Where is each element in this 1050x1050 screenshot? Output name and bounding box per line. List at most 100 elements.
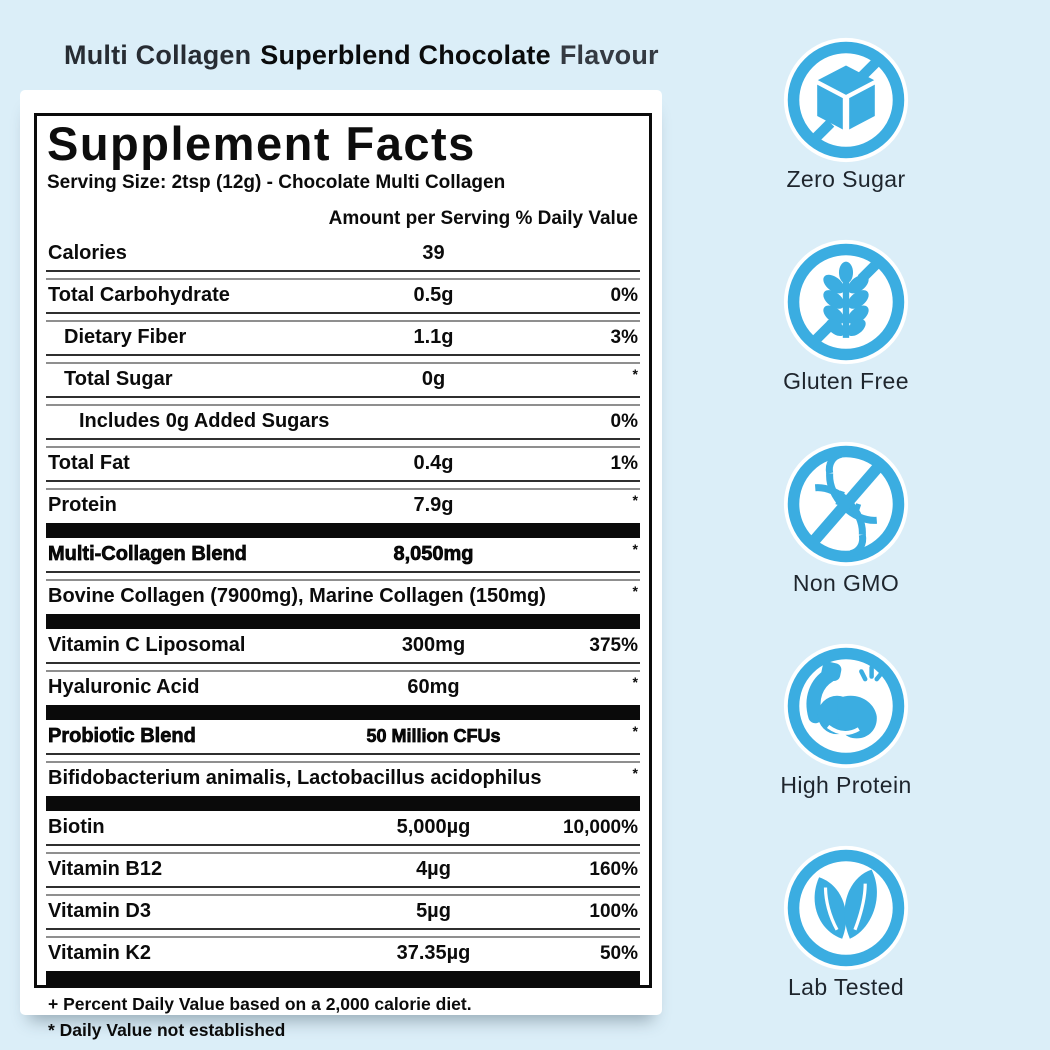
row-amount: 60mg — [407, 676, 460, 699]
badge-label: Gluten Free — [783, 368, 909, 394]
row-separator — [46, 269, 640, 280]
row-amount: 39 — [422, 242, 445, 265]
title-product-variant: Superblend Chocolate — [260, 40, 551, 70]
row-separator — [46, 395, 640, 406]
badge-zero-sugar: Zero Sugar — [782, 36, 910, 238]
row-amount: 5,000µg — [396, 816, 471, 839]
row-daily-value: 0% — [610, 410, 638, 432]
badge-non-gmo: Non GMO — [782, 440, 910, 642]
row-separator — [46, 661, 640, 672]
row-separator — [46, 353, 640, 364]
row-daily-value: 50% — [599, 942, 638, 964]
table-row: Bifidobacterium animalis, Lactobacillus … — [46, 764, 640, 794]
row-label: Biotin — [48, 816, 105, 839]
row-label: Calories — [48, 242, 127, 265]
badge-column: Zero Sugar — [757, 36, 935, 1046]
badge-label: High Protein — [780, 772, 912, 798]
row-label: Vitamin D3 — [48, 900, 151, 923]
row-amount: 300mg — [401, 634, 466, 657]
row-separator — [46, 311, 640, 322]
row-label: Dietary Fiber — [64, 326, 187, 349]
badge-high-protein: High Protein — [780, 642, 911, 844]
table-row: Vitamin D3 5µg 100% — [46, 897, 640, 927]
row-daily-value: 160% — [589, 858, 638, 880]
row-daily-value: 3% — [610, 326, 638, 348]
row-daily-value: * — [632, 365, 638, 382]
table-row: Includes 0g Added Sugars 0% — [46, 407, 640, 437]
row-amount: 50 Million CFUs — [366, 726, 501, 747]
row-daily-value: * — [632, 673, 638, 690]
no-sugar-icon — [783, 37, 909, 163]
badge-lab-tested: Lab Tested — [782, 844, 910, 1046]
row-separator — [46, 570, 640, 581]
table-row: Vitamin K2 37.35µg 50% — [46, 939, 640, 969]
section-bar — [46, 522, 640, 538]
row-label: Vitamin B12 — [48, 858, 163, 881]
table-row: Total Sugar 0g * — [46, 365, 640, 395]
row-amount: 0.4g — [413, 452, 454, 475]
row-daily-value: 100% — [589, 900, 638, 922]
row-daily-value: 0% — [610, 284, 638, 306]
table-row: Dietary Fiber 1.1g 3% — [46, 323, 640, 353]
table-row: Vitamin C Liposomal 300mg 375% — [46, 631, 640, 661]
row-label: Vitamin C Liposomal — [48, 634, 246, 657]
row-label: Includes 0g Added Sugars — [79, 410, 330, 433]
row-separator — [46, 437, 640, 448]
section-bar — [46, 970, 640, 986]
row-separator — [46, 885, 640, 896]
table-row: Total Carbohydrate 0.5g 0% — [46, 281, 640, 311]
table-row: Probiotic Blend 50 Million CFUs * — [46, 722, 640, 752]
row-label: Hyaluronic Acid — [48, 676, 200, 699]
row-separator — [46, 752, 640, 763]
row-daily-value: 1% — [610, 452, 638, 474]
row-label: Total Carbohydrate — [48, 284, 230, 307]
page-title: Multi Collagen Superblend Chocolate Flav… — [64, 40, 659, 71]
row-amount: 1.1g — [413, 326, 454, 349]
row-separator — [46, 479, 640, 490]
bicep-icon — [783, 643, 909, 769]
table-row: Calories 39 — [46, 239, 640, 269]
table-row: Biotin 5,000µg 10,000% — [46, 813, 640, 843]
column-header: Amount per Serving % Daily Value — [328, 207, 638, 229]
row-separator — [46, 927, 640, 938]
no-gmo-icon — [783, 441, 909, 567]
footnote-not-established: * Daily Value not established — [48, 1020, 286, 1041]
facts-heading: Supplement Facts — [47, 117, 476, 170]
row-daily-value: 375% — [589, 634, 638, 656]
section-bar — [46, 613, 640, 629]
row-label: Bifidobacterium animalis, Lactobacillus … — [48, 767, 542, 790]
table-row: Hyaluronic Acid 60mg * — [46, 673, 640, 703]
leaf-icon — [783, 845, 909, 971]
row-amount: 7.9g — [413, 494, 454, 517]
section-bar — [46, 704, 640, 720]
row-daily-value: * — [632, 764, 638, 781]
supplement-label-panel: Supplement Facts Serving Size: 2tsp (12g… — [20, 90, 662, 1040]
badge-label: Zero Sugar — [786, 166, 906, 192]
table-row: Multi-Collagen Blend 8,050mg * — [46, 540, 640, 570]
row-daily-value: * — [632, 491, 638, 508]
badge-label: Lab Tested — [787, 974, 905, 1000]
facts-rows: Calories 39 Total Carbohydrate 0.5g 0% Dietar… — [46, 239, 640, 988]
row-daily-value: * — [632, 540, 638, 557]
row-amount: 0g — [421, 368, 446, 391]
row-amount: 37.35µg — [396, 942, 471, 965]
badge-label: Non GMO — [792, 570, 900, 596]
row-label: Total Fat — [48, 452, 130, 475]
row-amount: 4µg — [416, 858, 451, 881]
row-label: Probiotic Blend — [48, 725, 196, 748]
badge-gluten-free: Gluten Free — [782, 238, 910, 440]
row-daily-value: * — [632, 722, 638, 739]
table-row: Bovine Collagen (7900mg), Marine Collage… — [46, 582, 640, 612]
row-label: Protein — [48, 494, 117, 517]
row-separator — [46, 843, 640, 854]
row-daily-value: 10,000% — [562, 816, 638, 838]
row-daily-value: * — [632, 582, 638, 599]
table-row: Protein 7.9g * — [46, 491, 640, 521]
row-label: Total Sugar — [64, 368, 173, 391]
footnotes: + Percent Daily Value based on a 2,000 c… — [46, 991, 640, 1044]
row-label: Vitamin K2 — [48, 942, 151, 965]
table-row: Vitamin B12 4µg 160% — [46, 855, 640, 885]
title-product-name: Multi Collagen — [64, 40, 252, 70]
row-amount: 0.5g — [413, 284, 454, 307]
